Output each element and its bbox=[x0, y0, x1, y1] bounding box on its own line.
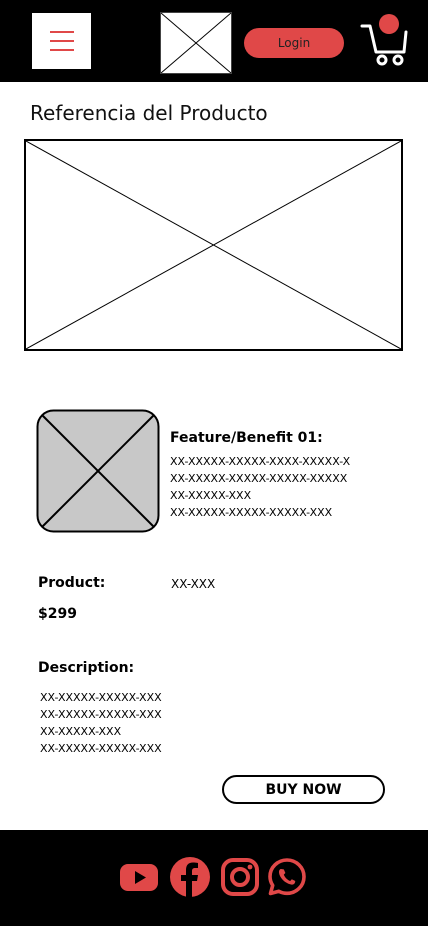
whatsapp-icon[interactable] bbox=[266, 856, 308, 898]
image-placeholder-icon bbox=[160, 12, 232, 74]
product-code: XX-XXX bbox=[171, 577, 216, 591]
image-placeholder-icon bbox=[25, 140, 402, 350]
description-label: Description: bbox=[38, 660, 135, 676]
feature-line: XX-XXXXX-XXXXX-XXXX-XXXXX-X bbox=[170, 455, 351, 468]
product-thumbnail[interactable] bbox=[36, 409, 160, 533]
description-line: XX-XXXXX-XXXXX-XXX bbox=[40, 742, 162, 755]
feature-line: XX-XXXXX-XXX bbox=[170, 489, 252, 502]
feature-title: Feature/Benefit 01: bbox=[170, 430, 323, 446]
hero-image-placeholder bbox=[24, 139, 403, 351]
description-line: XX-XXXXX-XXX bbox=[40, 725, 122, 738]
logo-placeholder[interactable] bbox=[160, 12, 232, 74]
description-line: XX-XXXXX-XXXXX-XXX bbox=[40, 708, 162, 721]
cart-badge bbox=[379, 14, 399, 34]
hamburger-icon-line bbox=[49, 49, 74, 51]
youtube-icon[interactable] bbox=[118, 856, 160, 898]
feature-line: XX-XXXXX-XXXXX-XXXXX-XXXXX bbox=[170, 472, 348, 485]
footer bbox=[0, 830, 428, 926]
description-text: XX-XXXXX-XXXXX-XXX XX-XXXXX-XXXXX-XXX XX… bbox=[40, 689, 162, 757]
page-title: Referencia del Producto bbox=[30, 101, 268, 125]
buy-now-button[interactable]: BUY NOW bbox=[222, 775, 385, 804]
product-label: Product: bbox=[38, 575, 106, 591]
shopping-cart-icon[interactable] bbox=[360, 14, 410, 66]
hamburger-icon-line bbox=[49, 31, 74, 33]
hamburger-icon-line bbox=[49, 40, 74, 42]
login-button[interactable]: Login bbox=[244, 28, 344, 58]
description-line: XX-XXXXX-XXXXX-XXX bbox=[40, 691, 162, 704]
feature-line: XX-XXXXX-XXXXX-XXXXX-XXX bbox=[170, 506, 333, 519]
feature-text: XX-XXXXX-XXXXX-XXXX-XXXXX-X XX-XXXXX-XXX… bbox=[170, 453, 350, 521]
header: Login bbox=[0, 0, 428, 82]
product-price: $299 bbox=[38, 606, 77, 622]
instagram-icon[interactable] bbox=[219, 856, 261, 898]
facebook-icon[interactable] bbox=[169, 856, 211, 898]
menu-button[interactable] bbox=[32, 13, 91, 69]
